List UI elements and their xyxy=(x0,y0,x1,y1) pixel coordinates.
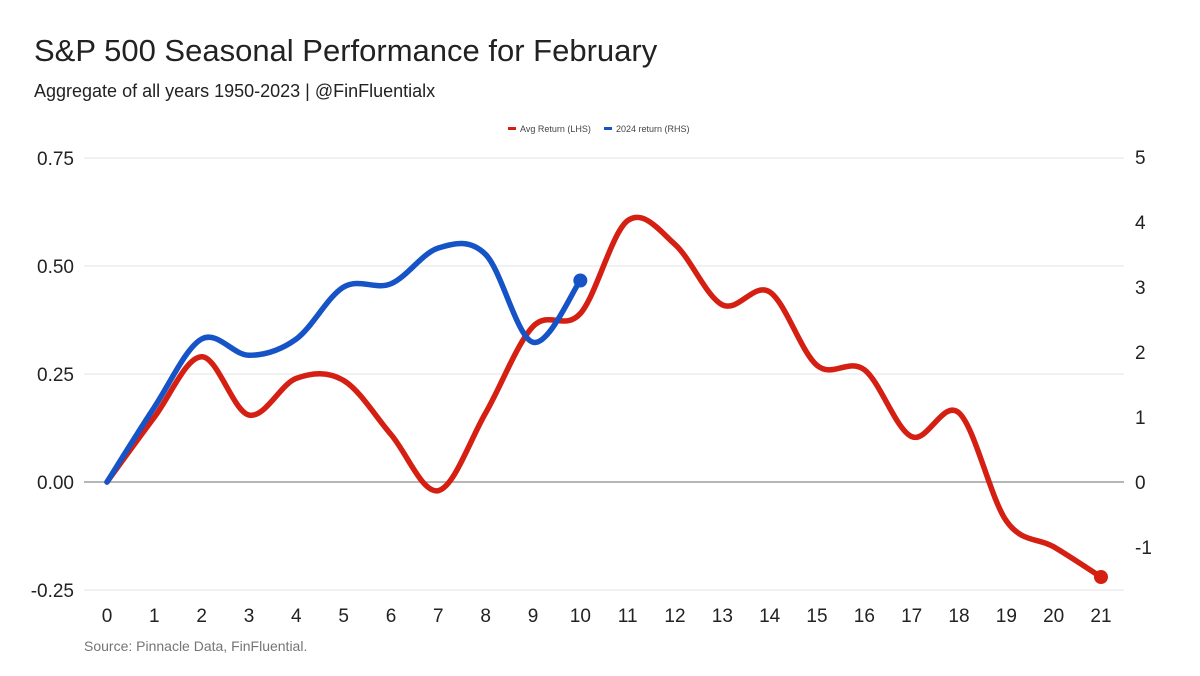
x-axis-tick-label: 18 xyxy=(948,606,969,627)
chart-subtitle: Aggregate of all years 1950-2023 | @FinF… xyxy=(34,81,435,101)
series-line-avg-return xyxy=(104,214,1104,580)
x-axis-tick-label: 16 xyxy=(854,606,875,627)
x-axis-tick-label: 20 xyxy=(1043,606,1064,627)
x-axis-tick-label: 13 xyxy=(712,606,733,627)
x-axis-tick-label: 5 xyxy=(338,606,349,627)
x-axis-tick-label: 12 xyxy=(664,606,685,627)
left-axis-tick-label: 0.50 xyxy=(37,257,74,278)
left-axis-ticks: -0.25 0.00 0.25 0.50 0.75 xyxy=(31,149,74,602)
legend-swatch-2024-return xyxy=(604,127,612,130)
right-axis-ticks: -1 0 1 2 3 4 5 xyxy=(1135,148,1152,559)
x-axis-tick-label: 19 xyxy=(996,606,1017,627)
right-axis-tick-label: 2 xyxy=(1135,343,1146,364)
gridlines xyxy=(84,157,1124,591)
x-axis-tick-label: 17 xyxy=(901,606,922,627)
x-axis-ticks: 0 1 2 3 4 5 6 7 8 9 10 11 12 13 14 15 16 17 18 19 20 21 xyxy=(102,606,1112,627)
x-axis-tick-label: 4 xyxy=(291,606,302,627)
x-axis-tick-label: 8 xyxy=(480,606,491,627)
chart-title: S&P 500 Seasonal Performance for Februar… xyxy=(34,33,658,68)
right-axis-tick-label: -1 xyxy=(1135,538,1152,559)
series-end-point-avg-return xyxy=(1094,570,1108,585)
x-axis-tick-label: 2 xyxy=(196,606,207,627)
x-axis-tick-label: 14 xyxy=(759,606,781,627)
left-axis-tick-label: 0.25 xyxy=(37,365,74,386)
right-axis-tick-label: 5 xyxy=(1135,148,1146,169)
legend-swatch-avg-return xyxy=(508,127,516,130)
x-axis-tick-label: 1 xyxy=(149,606,160,627)
left-axis-tick-label: -0.25 xyxy=(31,581,74,602)
x-axis-tick-label: 6 xyxy=(386,606,397,627)
left-axis-tick-label: 0.00 xyxy=(37,473,74,494)
x-axis-tick-label: 11 xyxy=(618,606,638,627)
series-line-2024-return xyxy=(104,240,584,485)
x-axis-tick-label: 9 xyxy=(528,606,539,627)
x-axis-tick-label: 15 xyxy=(806,606,827,627)
x-axis-tick-label: 3 xyxy=(244,606,255,627)
x-axis-tick-label: 21 xyxy=(1090,606,1111,627)
x-axis-tick-label: 0 xyxy=(102,606,113,627)
legend-label-avg-return: Avg Return (LHS) xyxy=(520,124,591,134)
left-axis-tick-label: 0.75 xyxy=(37,149,74,170)
right-axis-tick-label: 4 xyxy=(1135,213,1146,234)
series-layer xyxy=(104,214,1108,585)
x-axis-tick-label: 7 xyxy=(433,606,444,627)
legend-label-2024-return: 2024 return (RHS) xyxy=(616,124,690,134)
right-axis-tick-label: 0 xyxy=(1135,473,1146,494)
chart-legend: Avg Return (LHS) 2024 return (RHS) xyxy=(508,124,690,134)
chart-source: Source: Pinnacle Data, FinFluential. xyxy=(84,638,307,654)
series-end-point-2024-return xyxy=(573,273,588,288)
x-axis-tick-label: 10 xyxy=(570,606,591,627)
right-axis-tick-label: 1 xyxy=(1135,408,1146,429)
right-axis-tick-label: 3 xyxy=(1135,278,1146,299)
